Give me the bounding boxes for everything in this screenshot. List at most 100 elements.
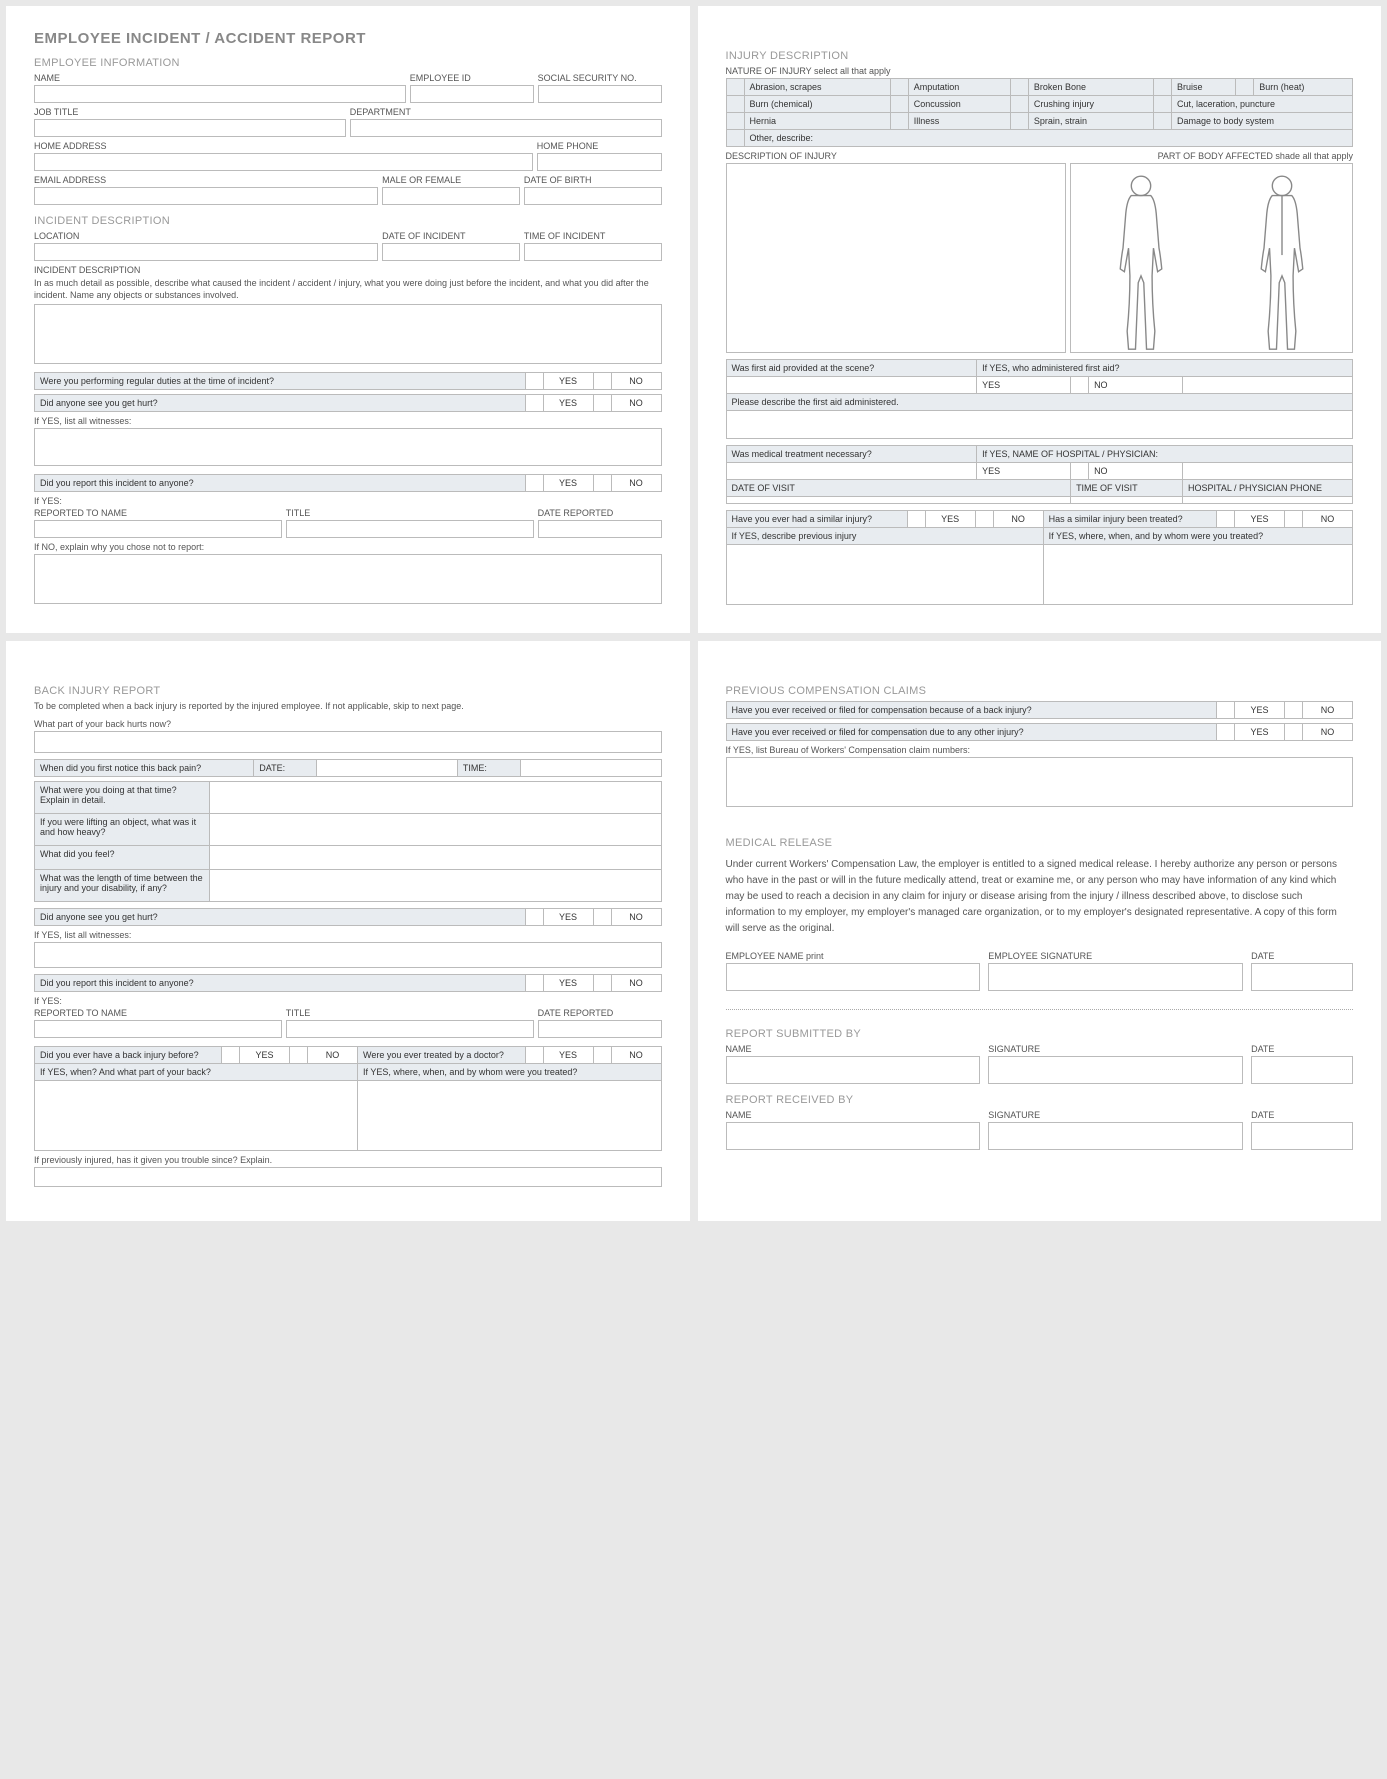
input-emp-print[interactable]: [726, 963, 981, 991]
cb-inj-0[interactable]: [726, 79, 744, 96]
cb-inj-4[interactable]: [1236, 79, 1254, 96]
input-rep-date[interactable]: [538, 520, 662, 538]
cb-prev-yes[interactable]: [221, 1046, 239, 1063]
cb-doc-yes[interactable]: [525, 1046, 543, 1063]
cb-doc-no[interactable]: [593, 1046, 611, 1063]
cb-prev-no[interactable]: [289, 1046, 307, 1063]
input-empid[interactable]: [410, 85, 534, 103]
input-email[interactable]: [34, 187, 378, 205]
input-visit-time[interactable]: [1071, 497, 1183, 504]
input-inc-date[interactable]: [382, 243, 520, 261]
input-back-date[interactable]: [316, 759, 457, 776]
input-sub-sig[interactable]: [988, 1056, 1243, 1084]
cb-bsee-no[interactable]: [593, 908, 611, 925]
textarea-sim-desc[interactable]: [726, 545, 1043, 605]
textarea-no-report[interactable]: [34, 554, 662, 604]
input-sub-name[interactable]: [726, 1056, 981, 1084]
input-rel-date[interactable]: [1251, 963, 1353, 991]
cb-q2-yes[interactable]: [525, 395, 543, 412]
input-fa-who[interactable]: [1183, 377, 1353, 394]
input-doing[interactable]: [210, 781, 661, 813]
cb-comp2-no[interactable]: [1285, 724, 1303, 741]
input-rec-sig[interactable]: [988, 1122, 1243, 1150]
cb-inj-3[interactable]: [1154, 79, 1172, 96]
input-location[interactable]: [34, 243, 378, 261]
cb-q1-no[interactable]: [593, 373, 611, 390]
input-lifting[interactable]: [210, 813, 661, 845]
cb-inj-6[interactable]: [890, 96, 908, 113]
input-visit-date[interactable]: [726, 497, 1071, 504]
cb-inj-9[interactable]: [726, 113, 744, 130]
cb-med-yes[interactable]: [726, 463, 977, 480]
input-rec-name[interactable]: [726, 1122, 981, 1150]
cb-q3-yes[interactable]: [525, 475, 543, 492]
input-brep-date[interactable]: [538, 1020, 662, 1038]
input-feel[interactable]: [210, 845, 661, 869]
cb-inj-5[interactable]: [726, 96, 744, 113]
cb-comp1-no[interactable]: [1285, 702, 1303, 719]
cb-med-no[interactable]: [1071, 463, 1089, 480]
cb-simtr-no[interactable]: [1285, 511, 1303, 528]
cb-simtr-yes[interactable]: [1217, 511, 1235, 528]
lbl-prev-where: If YES, where, when, and by whom were yo…: [357, 1063, 661, 1080]
input-sub-date[interactable]: [1251, 1056, 1353, 1084]
cb-inj-12[interactable]: [1154, 113, 1172, 130]
input-phys-phone[interactable]: [1183, 497, 1353, 504]
input-back-time[interactable]: [520, 759, 661, 776]
textarea-back-witnesses[interactable]: [34, 942, 662, 968]
cb-comp1-yes[interactable]: [1217, 702, 1235, 719]
body-diagram[interactable]: [1070, 163, 1353, 353]
textarea-sim-where[interactable]: [1043, 545, 1352, 605]
input-job[interactable]: [34, 119, 346, 137]
textarea-prev-where[interactable]: [357, 1080, 661, 1150]
input-home-addr[interactable]: [34, 153, 533, 171]
cb-inj-13[interactable]: [726, 130, 744, 147]
input-name[interactable]: [34, 85, 406, 103]
cb-q3-no[interactable]: [593, 475, 611, 492]
body-back-icon: [1247, 172, 1317, 352]
input-dept[interactable]: [350, 119, 662, 137]
input-inc-time[interactable]: [524, 243, 662, 261]
input-rec-date[interactable]: [1251, 1122, 1353, 1150]
cb-brep-yes[interactable]: [525, 974, 543, 991]
page-1: EMPLOYEE INCIDENT / ACCIDENT REPORT EMPL…: [6, 6, 690, 633]
cb-fa-no[interactable]: [1071, 377, 1089, 394]
input-med-name[interactable]: [1183, 463, 1353, 480]
cb-inj-1[interactable]: [890, 79, 908, 96]
cb-inj-11[interactable]: [1010, 113, 1028, 130]
input-brep-name[interactable]: [34, 1020, 282, 1038]
textarea-fa-desc[interactable]: [726, 411, 1353, 439]
input-rep-name[interactable]: [34, 520, 282, 538]
section-inc-desc: INCIDENT DESCRIPTION: [34, 215, 662, 227]
cb-inj-7[interactable]: [1010, 96, 1028, 113]
input-brep-title[interactable]: [286, 1020, 534, 1038]
input-home-phone[interactable]: [537, 153, 662, 171]
textarea-prev-when[interactable]: [35, 1080, 358, 1150]
cb-sim-yes[interactable]: [907, 511, 925, 528]
cb-q2-no[interactable]: [593, 395, 611, 412]
lbl-trouble: If previously injured, has it given you …: [34, 1155, 662, 1165]
cb-bsee-yes[interactable]: [525, 908, 543, 925]
textarea-trouble[interactable]: [34, 1167, 662, 1187]
input-length[interactable]: [210, 869, 661, 901]
section-back-injury: BACK INJURY REPORT: [34, 685, 662, 697]
cb-sim-no[interactable]: [975, 511, 993, 528]
cb-brep-no[interactable]: [593, 974, 611, 991]
textarea-comp-list[interactable]: [726, 757, 1354, 807]
input-emp-sig[interactable]: [988, 963, 1243, 991]
cb-q1-yes[interactable]: [525, 373, 543, 390]
cb-inj-8[interactable]: [1154, 96, 1172, 113]
cb-inj-10[interactable]: [890, 113, 908, 130]
input-back-part[interactable]: [34, 731, 662, 753]
cb-fa-yes[interactable]: [726, 377, 977, 394]
lbl-dob: DATE OF BIRTH: [524, 175, 662, 185]
cb-comp2-yes[interactable]: [1217, 724, 1235, 741]
input-rep-title[interactable]: [286, 520, 534, 538]
textarea-witnesses[interactable]: [34, 428, 662, 466]
input-ssn[interactable]: [538, 85, 662, 103]
textarea-desc-injury[interactable]: [726, 163, 1066, 353]
input-sex[interactable]: [382, 187, 520, 205]
textarea-inc-desc[interactable]: [34, 304, 662, 364]
cb-inj-2[interactable]: [1010, 79, 1028, 96]
input-dob[interactable]: [524, 187, 662, 205]
